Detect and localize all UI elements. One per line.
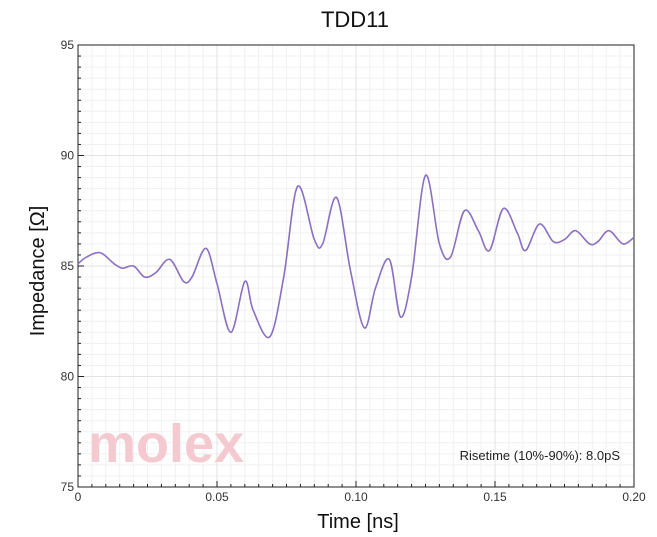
y-tick-label: 90 [61,149,75,163]
x-tick-label: 0.15 [483,490,507,504]
x-tick-label: 0.20 [622,490,646,504]
y-tick-label: 95 [61,38,75,52]
x-tick-label: 0 [75,490,82,504]
x-axis-title: Time [ns] [317,511,399,533]
series-group [77,174,635,339]
y-tick-label: 85 [61,259,75,273]
x-tick-label: 0.10 [344,490,368,504]
y-tick-label: 80 [61,370,75,384]
chart-title: TDD11 [321,7,389,32]
axis-ticks: 0 0.05 0.10 0.15 0.20 75 80 85 90 95 [61,38,646,504]
y-tick-label: 75 [61,480,75,494]
grid [77,44,635,488]
y-axis-title: Impedance [Ω] [27,206,49,337]
x-tick-label: 0.05 [205,490,229,504]
risetime-annotation: Risetime (10%-90%): 8.0pS [460,448,621,463]
molex-watermark: molex [88,414,244,474]
impedance-series-line [77,174,635,339]
